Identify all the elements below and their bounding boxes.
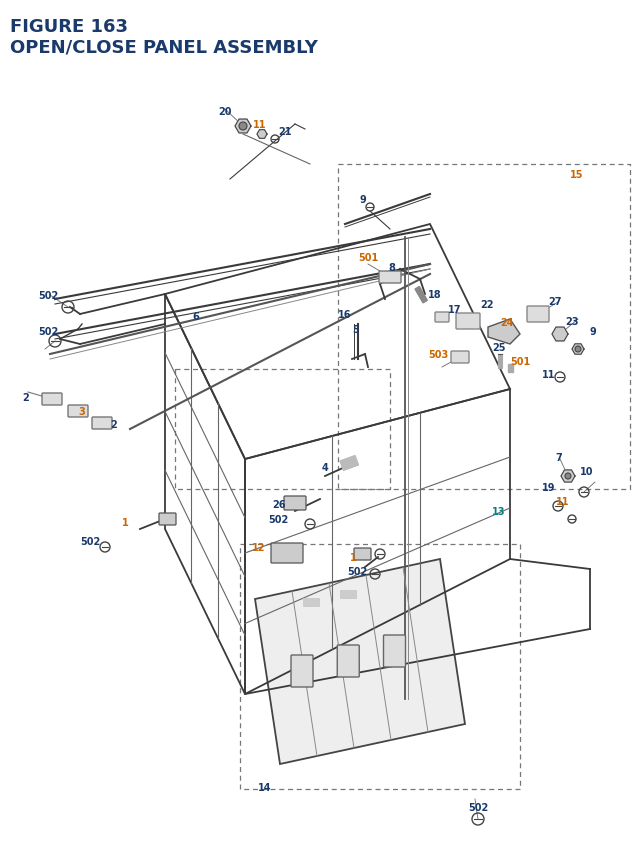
Circle shape [239,123,247,131]
Polygon shape [561,470,575,482]
Bar [340,456,358,471]
Polygon shape [552,328,568,342]
Text: 6: 6 [192,312,199,322]
Text: 2: 2 [110,419,116,430]
Polygon shape [572,344,584,355]
Bar [339,591,355,598]
Text: 24: 24 [500,318,513,328]
Text: 19: 19 [542,482,556,492]
Polygon shape [257,131,267,139]
Text: 15: 15 [570,170,584,180]
Text: 501: 501 [358,253,378,263]
Text: 4: 4 [322,462,329,473]
Text: OPEN/CLOSE PANEL ASSEMBLY: OPEN/CLOSE PANEL ASSEMBLY [10,38,318,56]
Text: 8: 8 [388,263,395,273]
Text: 502: 502 [347,567,367,576]
Text: 9: 9 [360,195,367,205]
FancyBboxPatch shape [451,351,469,363]
Circle shape [565,474,571,480]
Text: FIGURE 163: FIGURE 163 [10,18,128,36]
FancyBboxPatch shape [92,418,112,430]
Text: 7: 7 [555,453,562,462]
Text: 21: 21 [278,127,291,137]
FancyBboxPatch shape [159,513,176,525]
Text: 10: 10 [580,467,593,476]
FancyBboxPatch shape [42,393,62,406]
FancyBboxPatch shape [383,635,406,667]
Text: 22: 22 [480,300,493,310]
Bar [498,355,502,369]
Text: 502: 502 [80,536,100,547]
Text: 3: 3 [78,406,84,417]
FancyBboxPatch shape [291,655,313,687]
Text: 502: 502 [38,326,58,337]
FancyBboxPatch shape [456,313,480,330]
Text: 14: 14 [258,782,271,792]
Text: 13: 13 [492,506,506,517]
Text: 1: 1 [350,553,356,562]
Text: 501: 501 [510,356,531,367]
Text: 23: 23 [565,317,579,326]
Text: 502: 502 [468,802,488,812]
Polygon shape [255,560,465,764]
Text: 1: 1 [122,517,129,528]
Text: 11: 11 [542,369,556,380]
Text: 26: 26 [272,499,285,510]
Text: 16: 16 [338,310,351,319]
Text: 18: 18 [428,289,442,300]
Polygon shape [488,319,520,344]
FancyBboxPatch shape [284,497,306,511]
FancyBboxPatch shape [527,307,549,323]
Bar [508,364,513,373]
FancyBboxPatch shape [379,272,401,283]
Text: 12: 12 [252,542,266,553]
Text: 503: 503 [428,350,448,360]
Polygon shape [235,120,251,133]
Bar [415,288,428,304]
Circle shape [575,347,581,353]
Text: 2: 2 [22,393,29,403]
Bar [303,598,319,606]
Text: 17: 17 [448,305,461,314]
Text: 9: 9 [590,326,596,337]
Text: 25: 25 [492,343,506,353]
FancyBboxPatch shape [337,645,359,678]
Text: 11: 11 [556,497,570,506]
FancyBboxPatch shape [354,548,371,561]
Text: 502: 502 [268,514,288,524]
Text: 27: 27 [548,297,561,307]
Text: 20: 20 [218,107,232,117]
FancyBboxPatch shape [271,543,303,563]
FancyBboxPatch shape [68,406,88,418]
Text: 11: 11 [253,120,266,130]
Text: 502: 502 [38,291,58,300]
FancyBboxPatch shape [435,313,449,323]
Text: 5: 5 [352,325,359,335]
